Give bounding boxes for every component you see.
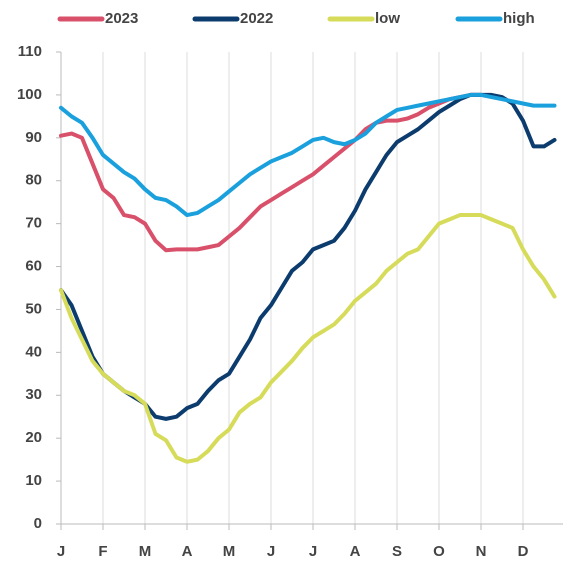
- x-tick-label: D: [518, 543, 529, 560]
- x-tick-label: M: [223, 543, 236, 560]
- x-tick-label: O: [433, 543, 445, 560]
- y-tick-label: 30: [25, 386, 42, 403]
- y-tick-label: 90: [25, 129, 42, 146]
- x-tick-label: M: [139, 543, 152, 560]
- y-tick-label: 50: [25, 300, 42, 317]
- series-line: [59, 92, 483, 253]
- legend-label: low: [375, 10, 400, 27]
- y-tick-label: 40: [25, 343, 42, 360]
- y-tick-label: 0: [34, 515, 42, 532]
- series-line: [59, 92, 557, 218]
- x-tick-label: A: [350, 543, 361, 560]
- y-tick-label: 110: [18, 43, 42, 60]
- x-tick-label: S: [392, 543, 402, 560]
- y-tick-label: 10: [25, 472, 42, 489]
- legend-label: 2022: [240, 10, 273, 27]
- y-tick-label: 100: [17, 86, 42, 103]
- series-line: [59, 213, 557, 464]
- x-tick-label: J: [267, 543, 275, 560]
- x-tick-label: N: [476, 543, 487, 560]
- x-tick-label: F: [98, 543, 107, 560]
- legend-label: 2023: [105, 10, 138, 27]
- x-tick-label: J: [309, 543, 317, 560]
- x-tick-label: A: [182, 543, 193, 560]
- y-tick-label: 60: [25, 258, 42, 275]
- y-tick-label: 70: [25, 215, 42, 232]
- y-tick-label: 20: [25, 429, 42, 446]
- legend-label: high: [503, 10, 535, 27]
- x-tick-label: J: [57, 543, 65, 560]
- y-tick-label: 80: [25, 172, 42, 189]
